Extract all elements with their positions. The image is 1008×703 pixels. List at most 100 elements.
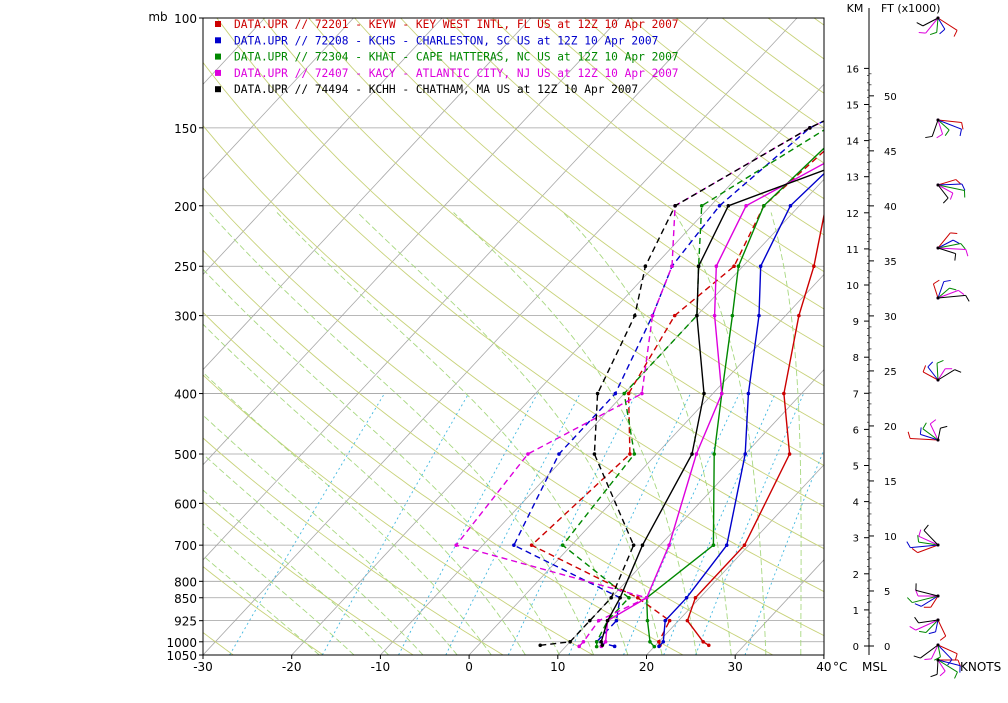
dewpoint-point <box>561 543 565 547</box>
temperature-point <box>727 204 731 208</box>
km-tick-label: 15 <box>846 101 859 112</box>
dewpoint-point <box>614 392 618 396</box>
dewpoint-point <box>732 264 736 268</box>
pressure-tick-label: 850 <box>174 592 197 606</box>
legend-swatch-1 <box>215 21 221 27</box>
temperature-point <box>782 392 786 396</box>
dewpoint-point <box>632 543 636 547</box>
temperature-point <box>648 640 652 644</box>
temperature-point <box>743 543 747 547</box>
pressure-tick-label: 1000 <box>166 636 197 650</box>
pressure-tick-label: 500 <box>174 448 197 462</box>
dewpoint-point <box>645 596 649 600</box>
pressure-tick-label: 800 <box>174 575 197 589</box>
dewpoint-point <box>615 619 619 623</box>
temperature-point <box>685 596 689 600</box>
pressure-tick-label: 700 <box>174 539 197 553</box>
dewpoint-point <box>651 314 655 318</box>
wind-barb-base <box>937 119 940 122</box>
y-unit-label: mb <box>148 10 167 24</box>
legend-swatch-2 <box>215 37 221 43</box>
km-tick-label: 13 <box>846 173 859 184</box>
dewpoint-point <box>557 452 561 456</box>
temperature-point <box>695 452 699 456</box>
km-tick-label: 14 <box>846 137 859 148</box>
temperature-point <box>731 314 735 318</box>
km-tick-label: 7 <box>853 389 859 400</box>
dewpoint-point <box>568 640 572 644</box>
temperature-point <box>646 619 650 623</box>
temperature-tick-label: 40 <box>816 660 831 674</box>
km-tick-label: 8 <box>853 353 859 364</box>
wind-barb-flag <box>919 33 926 34</box>
km-tick-label: 2 <box>853 570 859 581</box>
dewpoint-point <box>530 543 534 547</box>
temperature-tick-label: 20 <box>639 660 654 674</box>
wind-barb-base <box>937 595 940 598</box>
temperature-point <box>744 204 748 208</box>
temperature-point <box>599 640 603 644</box>
wind-barb-base <box>937 247 940 250</box>
dewpoint-point <box>597 619 601 623</box>
dewpoint-point <box>668 619 672 623</box>
temperature-point <box>618 596 622 600</box>
pressure-tick-label: 925 <box>174 615 197 629</box>
dewpoint-point <box>627 392 631 396</box>
wind-barb-base <box>937 644 940 647</box>
temperature-point <box>757 314 761 318</box>
temperature-point <box>695 314 699 318</box>
dewpoint-point <box>577 645 581 649</box>
dewpoint-point <box>700 204 704 208</box>
x-unit-label: °C <box>833 660 847 674</box>
pressure-tick-label: 400 <box>174 388 197 402</box>
wind-barb-base <box>937 17 940 20</box>
knots-label: KNOTS <box>960 660 1001 674</box>
ft-tick-label: 30 <box>884 312 897 323</box>
dewpoint-point <box>622 392 626 396</box>
temperature-point <box>720 392 724 396</box>
km-tick-label: 16 <box>846 64 859 75</box>
temperature-point <box>701 640 705 644</box>
dewpoint-point <box>670 264 674 268</box>
dewpoint-point <box>633 314 637 318</box>
ft-tick-label: 0 <box>884 642 890 653</box>
temperature-tick-label: 30 <box>728 660 743 674</box>
temperature-tick-label: 10 <box>550 660 565 674</box>
temperature-point <box>641 543 645 547</box>
km-tick-label: 10 <box>846 281 859 292</box>
legend-entry-5: DATA.UPR // 74494 - KCHH - CHATHAM, MA U… <box>234 83 638 96</box>
ft-tick-label: 50 <box>884 92 897 103</box>
temperature-point <box>686 619 690 623</box>
dewpoint-point <box>588 619 592 623</box>
ft-tick-label: 40 <box>884 202 897 213</box>
temperature-point <box>747 392 751 396</box>
pressure-tick-label: 100 <box>174 12 197 26</box>
temperature-point <box>743 452 747 456</box>
temperature-tick-label: -10 <box>371 660 391 674</box>
wind-barb-base <box>937 439 940 442</box>
km-tick-label: 3 <box>853 534 859 545</box>
ft-tick-label: 45 <box>884 147 897 158</box>
wind-barb-base <box>937 619 940 622</box>
dewpoint-point <box>627 596 631 600</box>
legend-entry-1: DATA.UPR // 72201 - KEYW - KEY WEST INTL… <box>234 18 679 31</box>
dewpoint-point <box>628 452 632 456</box>
dewpoint-point <box>454 543 458 547</box>
pressure-tick-label: 300 <box>174 310 197 324</box>
dewpoint-point <box>595 645 599 649</box>
temperature-point <box>759 264 763 268</box>
temperature-point <box>715 264 719 268</box>
temperature-point <box>789 204 793 208</box>
temperature-point <box>653 645 657 649</box>
temperature-point <box>663 619 667 623</box>
temperature-point <box>667 543 671 547</box>
temperature-point <box>812 264 816 268</box>
temperature-tick-label: -20 <box>282 660 302 674</box>
km-tick-label: 5 <box>853 462 859 473</box>
dewpoint-point <box>633 452 637 456</box>
ft-tick-label: 10 <box>884 532 897 543</box>
dewpoint-point <box>613 645 617 649</box>
dewpoint-point <box>644 264 648 268</box>
